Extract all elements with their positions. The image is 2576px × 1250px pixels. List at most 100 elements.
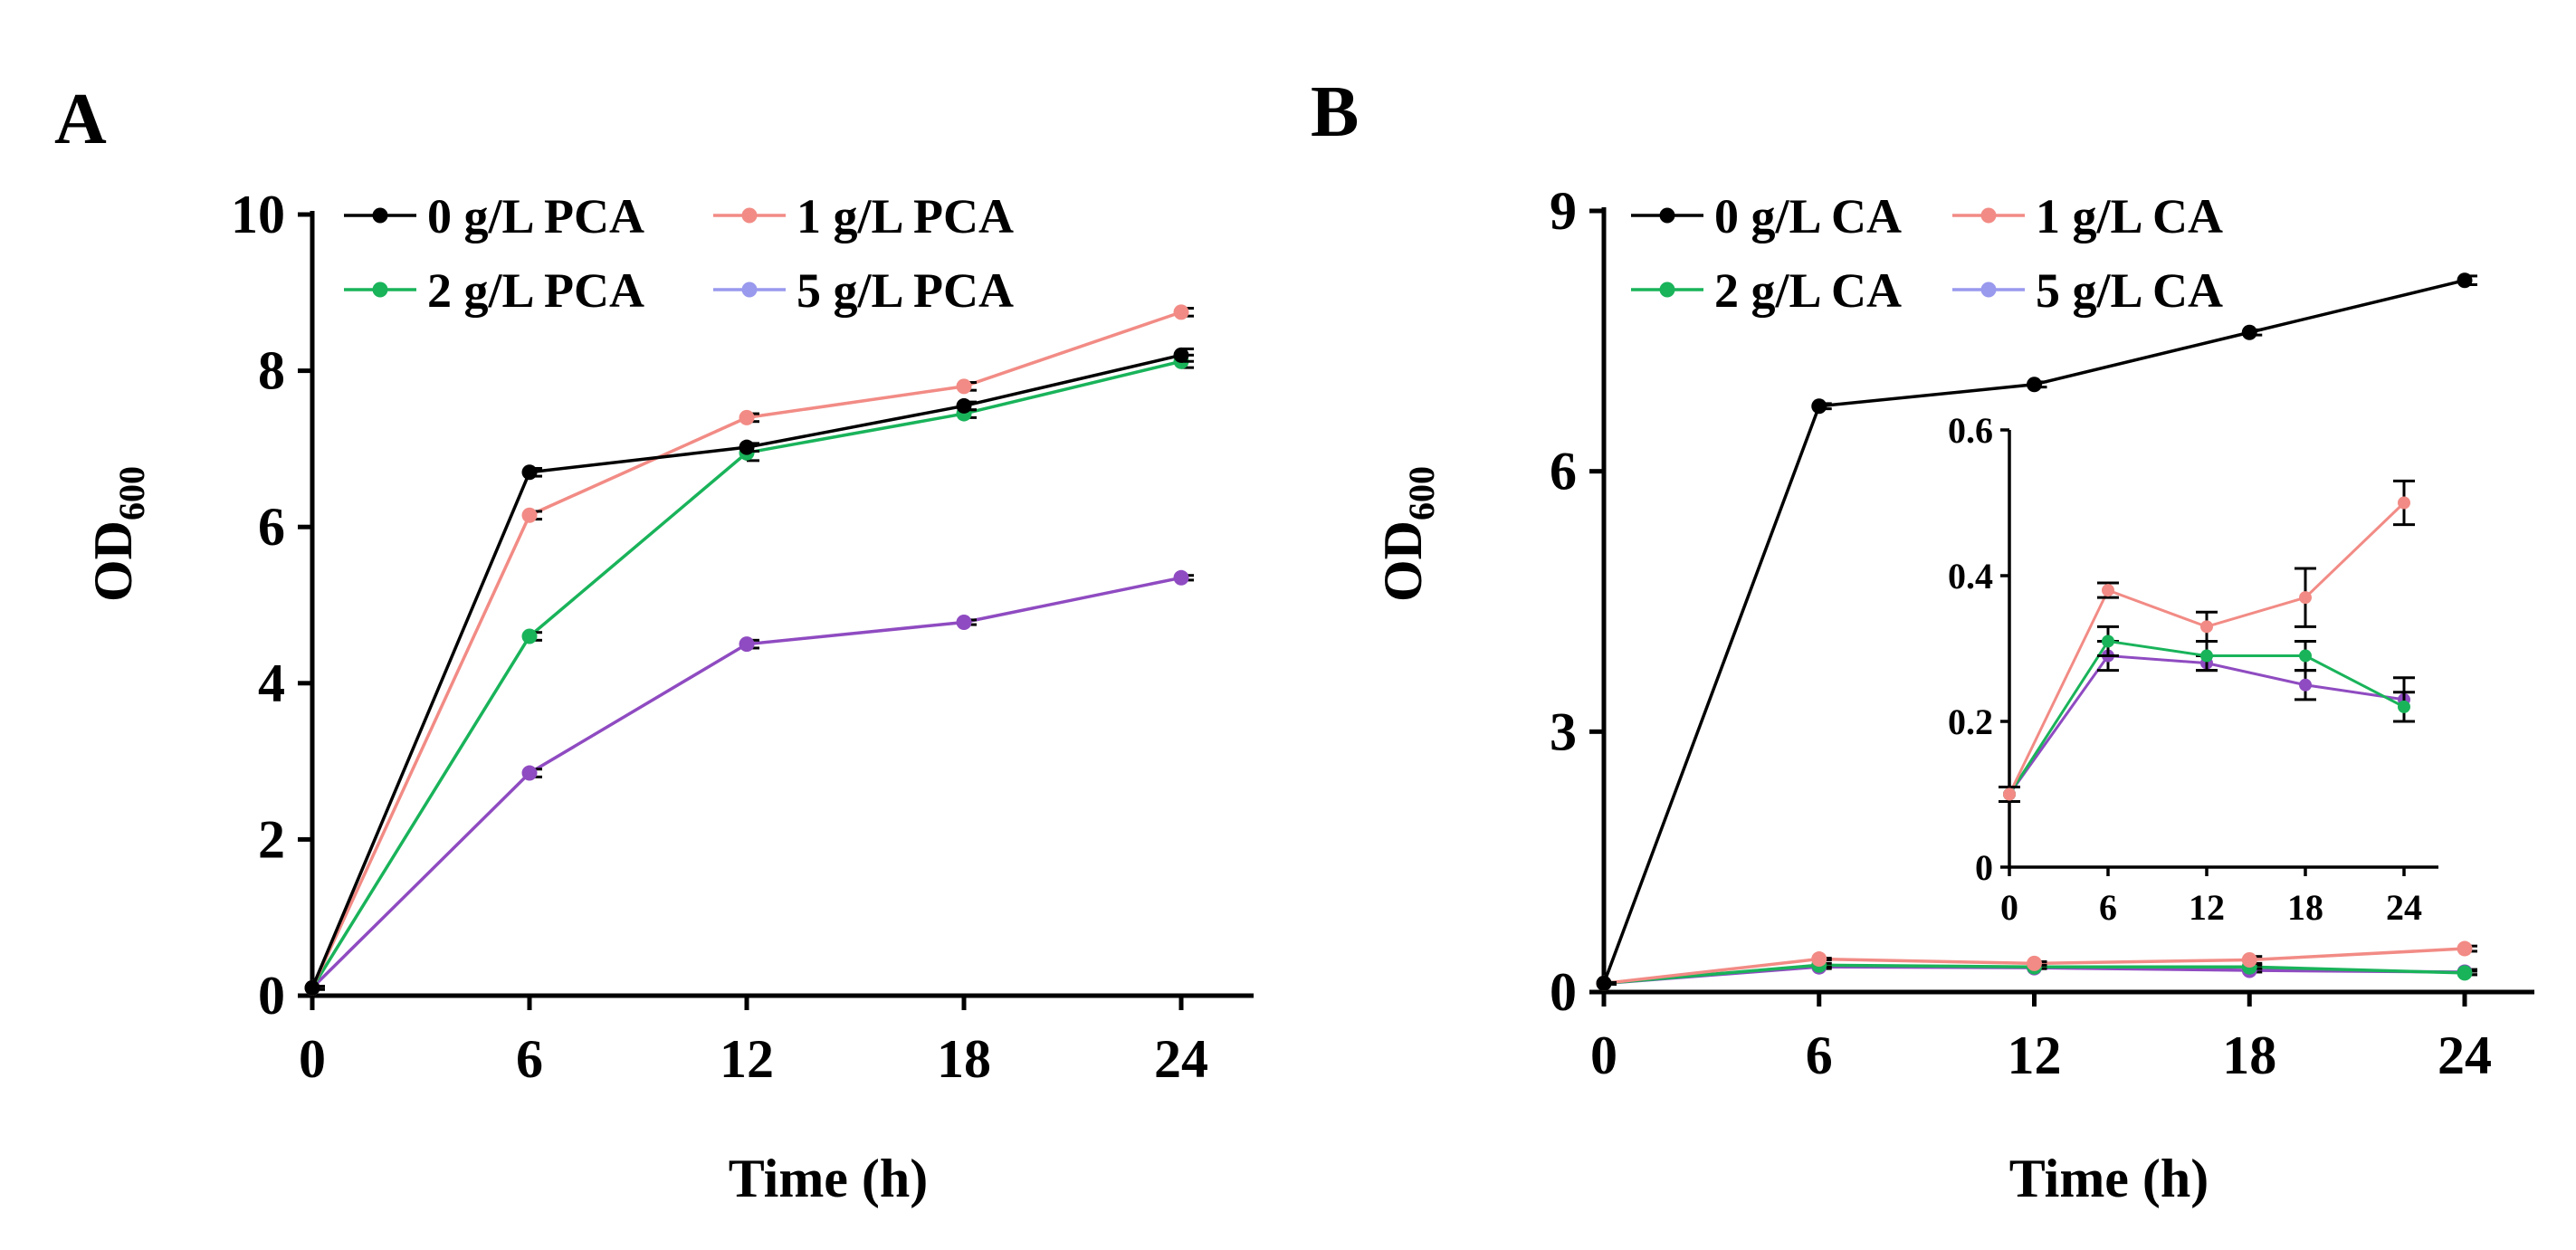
panel-b-x-tick-label: 0 bbox=[1590, 1026, 1617, 1085]
panel-b-legend-swatch-marker bbox=[1980, 207, 1997, 224]
panel-a-series-0-g-l-pca bbox=[304, 347, 1194, 996]
panel-b-legend-item-2-g-l-ca: 2 g/L CA bbox=[1631, 263, 1902, 318]
panel-b-y-tick-label: 6 bbox=[1550, 442, 1577, 501]
panel-a-series-1-g-l-pca bbox=[304, 304, 1194, 996]
panel-b-legend-label: 5 g/L CA bbox=[2036, 263, 2223, 318]
panel-b-legend-swatch-marker bbox=[1659, 207, 1675, 224]
panel-a-point-5-g-l-pca bbox=[956, 614, 972, 630]
panel-a-legend-label: 5 g/L PCA bbox=[797, 263, 1014, 318]
panel-a-legend-swatch-marker bbox=[741, 281, 758, 298]
panel-b-ylabel-sub: 600 bbox=[1401, 466, 1442, 520]
panel-b-legend-swatch-marker bbox=[1659, 281, 1675, 298]
panel-b-legend-label: 1 g/L CA bbox=[2036, 189, 2223, 243]
panel-a-legend-swatch-marker bbox=[741, 207, 758, 224]
inset-point-1-g-l-ca bbox=[2398, 496, 2410, 510]
panel-b-series-0-g-l-ca bbox=[1596, 272, 2477, 991]
inset-point-1-g-l-ca bbox=[2200, 620, 2213, 634]
inset-point-2-g-l-ca bbox=[2102, 635, 2114, 648]
panel-a-legend-label: 1 g/L PCA bbox=[797, 189, 1014, 243]
panel-b-point-0-g-l-ca bbox=[2457, 272, 2473, 289]
panel-b-point-1-g-l-ca bbox=[2241, 952, 2257, 969]
panel-a-x-tick-label: 18 bbox=[937, 1029, 991, 1089]
panel-b-y-tick-label: 9 bbox=[1550, 181, 1577, 241]
panel-b-point-0-g-l-ca bbox=[2027, 377, 2042, 393]
panel-b-point-1-g-l-ca bbox=[2027, 955, 2042, 971]
inset-x-tick-label: 6 bbox=[2099, 887, 2117, 928]
panel-a-point-1-g-l-pca bbox=[521, 507, 538, 523]
panel-a-legend-item-1-g-l-pca: 1 g/L PCA bbox=[713, 189, 1014, 243]
panel-a-point-5-g-l-pca bbox=[521, 765, 538, 781]
panel-a-point-1-g-l-pca bbox=[739, 409, 755, 425]
panel-b-point-0-g-l-ca bbox=[1811, 398, 1827, 415]
panel-b-legend-item-1-g-l-ca: 1 g/L CA bbox=[1952, 189, 2223, 243]
panel-a-x-tick-label: 6 bbox=[516, 1029, 543, 1089]
panel-b-x-tick-label: 24 bbox=[2438, 1026, 2492, 1085]
svg-text:OD600: OD600 bbox=[83, 466, 152, 602]
panel-b-point-1-g-l-ca bbox=[2457, 940, 2473, 957]
panel-a-legend-item-5-g-l-pca: 5 g/L PCA bbox=[713, 263, 1014, 318]
inset-y-tick-label: 0.4 bbox=[1948, 556, 1993, 596]
panel-a-point-0-g-l-pca bbox=[304, 979, 320, 996]
panel-a-x-tick-label: 24 bbox=[1154, 1029, 1208, 1089]
inset-x-tick-label: 0 bbox=[2000, 887, 2018, 928]
panel-a-point-0-g-l-pca bbox=[521, 464, 538, 481]
svg-text:OD600: OD600 bbox=[1373, 466, 1442, 602]
panel-a-point-0-g-l-pca bbox=[1173, 347, 1189, 363]
panel-a-y-tick-label: 4 bbox=[258, 654, 285, 713]
inset-point-2-g-l-ca bbox=[2299, 649, 2312, 663]
inset-point-1-g-l-ca bbox=[2299, 591, 2312, 605]
panel-b-legend: 0 g/L CA 1 g/L CA 2 g/L CA 5 g/L CA bbox=[1631, 189, 2223, 318]
panel-b-letter: B bbox=[1311, 72, 1359, 152]
panel-a-legend-swatch-marker bbox=[372, 207, 388, 224]
inset-point-5-g-l-ca bbox=[2299, 678, 2312, 692]
panel-a-legend-label: 2 g/L PCA bbox=[427, 263, 644, 318]
panel-b-point-1-g-l-ca bbox=[1811, 951, 1827, 968]
panel-b-legend-label: 2 g/L CA bbox=[1714, 263, 1902, 318]
inset-x-tick-label: 12 bbox=[2189, 887, 2225, 928]
panel-a-legend: 0 g/L PCA 1 g/L PCA 2 g/L PCA 5 g/L PCA bbox=[344, 189, 1014, 318]
inset-point-1-g-l-ca bbox=[2102, 584, 2114, 597]
panel-a-point-0-g-l-pca bbox=[956, 397, 972, 414]
panel-a-y-tick-label: 8 bbox=[258, 341, 285, 401]
panel-b-legend-label: 0 g/L CA bbox=[1714, 189, 1902, 243]
panel-b-y-axis-title: OD600 bbox=[1373, 466, 1442, 602]
panel-a-x-tick-label: 0 bbox=[299, 1029, 326, 1089]
inset-series-2-g-l-ca bbox=[1999, 625, 2415, 804]
panel-a-point-5-g-l-pca bbox=[739, 636, 755, 653]
inset-x-tick-label: 24 bbox=[2386, 887, 2422, 928]
panel-b-inset: 0 0.2 0.4 0.6 0 6 12 18 24 bbox=[1948, 410, 2438, 928]
panel-b-x-axis-title: Time (h) bbox=[2009, 1149, 2209, 1208]
panel-a-ylabel-sub: 600 bbox=[111, 466, 152, 520]
panel-b-legend-swatch-marker bbox=[1980, 281, 1997, 298]
panel-b-legend-item-0-g-l-ca: 0 g/L CA bbox=[1631, 189, 1902, 243]
inset-series-1-g-l-ca bbox=[1999, 479, 2415, 804]
panel-a-legend-swatch-marker bbox=[372, 281, 388, 298]
panel-b-point-0-g-l-ca bbox=[2241, 324, 2257, 340]
panel-b-x-tick-label: 18 bbox=[2222, 1026, 2276, 1085]
panel-b-y-tick-label: 3 bbox=[1550, 701, 1577, 761]
panel-b-y-tick-label: 0 bbox=[1550, 962, 1577, 1022]
panel-b-plot-area: 0 3 6 9 0 6 12 18 24 bbox=[1550, 181, 2534, 1085]
panel-b-ylabel-main: OD bbox=[1373, 520, 1433, 602]
panel-b-legend-item-5-g-l-ca: 5 g/L CA bbox=[1952, 263, 2223, 318]
panel-a-point-1-g-l-pca bbox=[956, 378, 972, 395]
panel-a-y-tick-label: 0 bbox=[258, 966, 285, 1026]
panel-a-point-2-g-l-pca bbox=[521, 628, 538, 644]
panel-a-x-tick-label: 12 bbox=[720, 1029, 774, 1089]
panel-a-x-axis-title: Time (h) bbox=[729, 1149, 929, 1208]
panel-b-x-tick-label: 6 bbox=[1806, 1026, 1833, 1085]
inset-y-tick-label: 0 bbox=[1975, 847, 1993, 888]
panel-a-legend-label: 0 g/L PCA bbox=[427, 189, 644, 243]
inset-point-2-g-l-ca bbox=[2398, 700, 2410, 713]
panel-b-series-1-g-l-ca bbox=[1596, 940, 2477, 991]
panel-a-letter: A bbox=[54, 80, 107, 159]
panel-a-y-tick-label: 6 bbox=[258, 497, 285, 557]
panel-a-point-0-g-l-pca bbox=[739, 439, 755, 455]
inset-point-1-g-l-ca bbox=[2003, 787, 2016, 801]
panel-a-y-tick-label: 10 bbox=[231, 185, 285, 244]
panel-a-y-axis-title: OD600 bbox=[83, 466, 152, 602]
panel-a-y-tick-label: 2 bbox=[258, 809, 285, 869]
